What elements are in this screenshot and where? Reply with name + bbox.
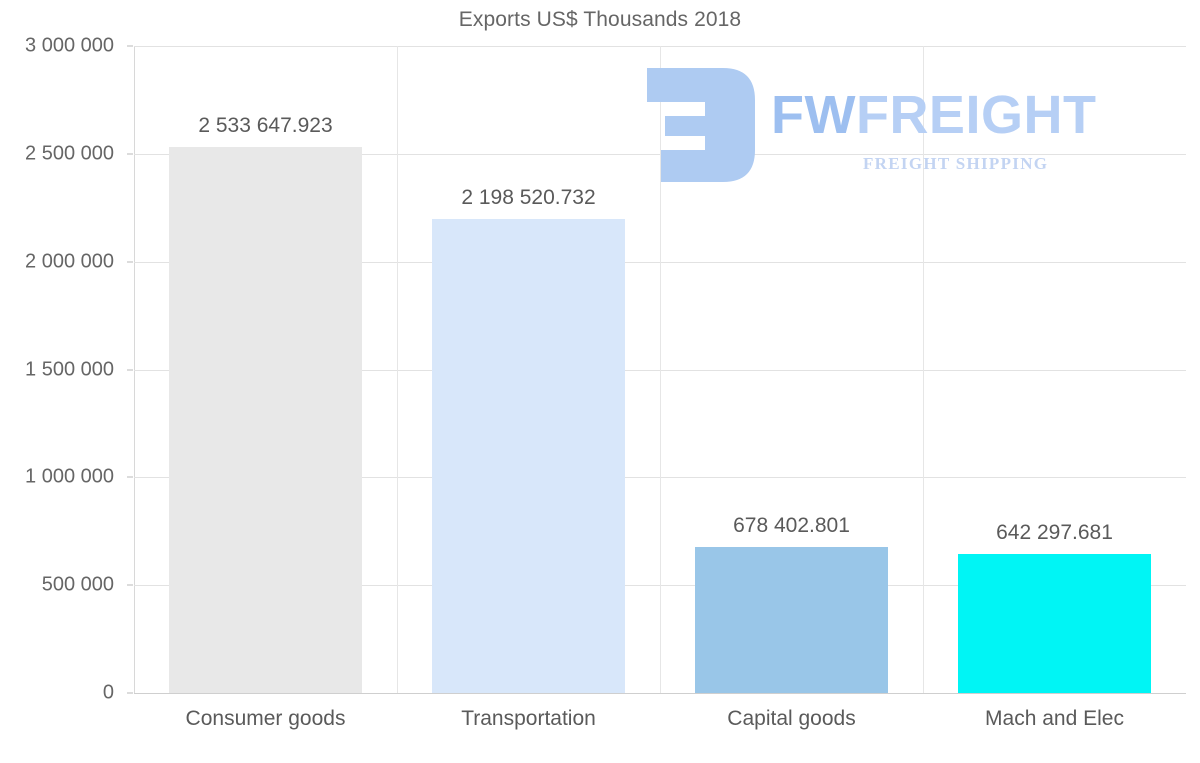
bar-value-label: 2 198 520.732 (461, 185, 596, 209)
category-separator (923, 46, 924, 693)
y-axis-tick-mark (127, 692, 133, 694)
y-axis-tick-label: 1 500 000 (25, 358, 114, 380)
y-axis-tick-label: 0 (102, 681, 114, 704)
category-separator (660, 46, 661, 693)
y-axis-tick-label: 1 000 000 (25, 465, 114, 488)
category-separator (397, 46, 398, 693)
y-axis-tick-mark (127, 261, 133, 263)
y-axis-tick-mark (127, 476, 133, 478)
y-axis-tick-label: 2 000 000 (25, 250, 114, 273)
y-axis-tick-mark (127, 584, 133, 586)
chart-title: Exports US$ Thousands 2018 (458, 8, 742, 31)
gridline (134, 693, 1186, 694)
x-axis-tick-label: Capital goods (727, 707, 856, 730)
bar[interactable] (431, 218, 626, 693)
bar-value-label: 2 533 647.923 (198, 113, 333, 137)
y-axis-tick-label: 2 500 000 (25, 142, 114, 165)
plot-area (134, 46, 1186, 694)
bar-value-label: 678 402.801 (733, 513, 850, 537)
bar[interactable] (694, 546, 889, 693)
y-axis-tick-label: 500 000 (41, 573, 114, 596)
y-axis-tick-mark (127, 153, 133, 155)
x-axis-tick-label: Transportation (461, 707, 596, 730)
bar[interactable] (168, 146, 363, 693)
bar-value-label: 642 297.681 (996, 521, 1113, 545)
y-axis-tick-label: 3 000 000 (25, 34, 114, 57)
x-axis-tick-label: Mach and Elec (985, 707, 1124, 730)
bar[interactable] (957, 554, 1152, 693)
y-axis-tick-mark (127, 369, 133, 370)
x-axis-tick-label: Consumer goods (185, 707, 346, 730)
y-axis-tick-mark (127, 45, 133, 47)
